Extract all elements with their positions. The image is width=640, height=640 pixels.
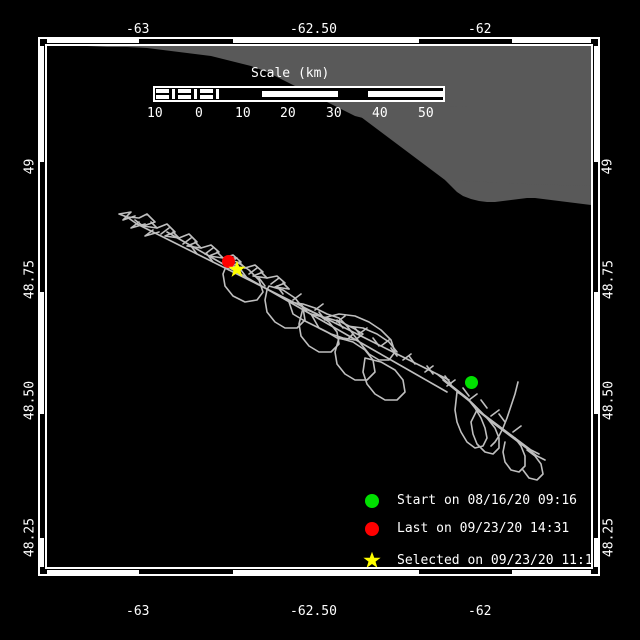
- circle-red-icon: [365, 521, 379, 536]
- scale-bar-label: 20: [280, 106, 296, 121]
- x-tick-band-bottom: [512, 570, 591, 574]
- scale-bar-segment: [368, 91, 444, 97]
- selected-marker: [228, 260, 246, 278]
- legend-label: Selected on 09/23/20 11:16: [397, 552, 591, 568]
- scale-bar-segment: [200, 89, 213, 93]
- scale-bar-segment: [216, 89, 219, 99]
- axis-frame-outer: [38, 37, 600, 576]
- x-tick-band-top: [233, 39, 419, 43]
- star-yellow-icon: [363, 551, 381, 567]
- scale-bar-segment: [262, 91, 338, 97]
- y-axis-label-right: 48.25: [601, 517, 617, 558]
- axis-frame-inner: [45, 44, 593, 569]
- scale-bar-label: 50: [418, 106, 434, 121]
- circle-green-icon: [365, 493, 379, 508]
- scale-bar-title: Scale (km): [251, 66, 330, 81]
- y-tick-band-right: [594, 292, 598, 414]
- y-tick-band-left: [40, 46, 44, 162]
- y-axis-label-left: 48.50: [22, 380, 38, 421]
- y-axis-label-left: 48.25: [22, 517, 38, 558]
- x-axis-label-top: -63: [126, 22, 150, 37]
- scale-bar-label: 10: [235, 106, 251, 121]
- y-tick-band-left: [40, 292, 44, 414]
- legend-label: Last on 09/23/20 14:31: [397, 521, 570, 536]
- map-plot-area: Scale (km) 10 0 10 20 30 40 50: [47, 46, 591, 567]
- y-axis-label-right: 48.50: [601, 380, 617, 421]
- legend-item-last: Last on 09/23/20 14:31: [365, 521, 569, 536]
- start-marker: [465, 376, 478, 389]
- last-marker: [222, 255, 235, 268]
- scale-bar-segment: [194, 89, 197, 99]
- drift-track: [118, 211, 546, 481]
- scale-bar-segment: [178, 95, 191, 99]
- y-axis-label-right: 49: [600, 158, 616, 175]
- scale-bar-segment: [172, 89, 175, 99]
- star-icon: [228, 260, 246, 277]
- y-axis-label-left: 49: [22, 158, 38, 175]
- x-tick-band-top: [47, 39, 139, 43]
- x-axis-label-bottom: -62.50: [290, 604, 337, 619]
- x-axis-label-top: -62: [468, 22, 492, 37]
- x-axis-label-bottom: -62: [468, 604, 492, 619]
- y-axis-label-left: 48.75: [22, 259, 38, 300]
- scale-bar-segment: [178, 89, 191, 93]
- x-axis-label-top: -62.50: [290, 22, 337, 37]
- legend-label: Start on 08/16/20 09:16: [397, 493, 578, 508]
- scale-bar-label: 40: [372, 106, 388, 121]
- legend-item-selected: Selected on 09/23/20 11:16: [363, 551, 591, 567]
- x-tick-band-bottom: [233, 570, 419, 574]
- y-axis-label-right: 48.75: [601, 259, 617, 300]
- y-tick-band-right: [594, 46, 598, 162]
- y-tick-band-left: [40, 538, 44, 567]
- x-tick-band-top: [512, 39, 591, 43]
- scale-bar-label: 0: [195, 106, 203, 121]
- x-axis-label-bottom: -63: [126, 604, 150, 619]
- x-tick-band-bottom: [47, 570, 139, 574]
- scale-bar-label: 10: [147, 106, 163, 121]
- y-tick-band-right: [594, 538, 598, 567]
- scale-bar-segment: [156, 89, 169, 93]
- scale-bar-segment: [156, 95, 169, 99]
- legend-item-start: Start on 08/16/20 09:16: [365, 493, 577, 508]
- scale-bar-segment: [200, 95, 213, 99]
- scale-bar-label: 30: [326, 106, 342, 121]
